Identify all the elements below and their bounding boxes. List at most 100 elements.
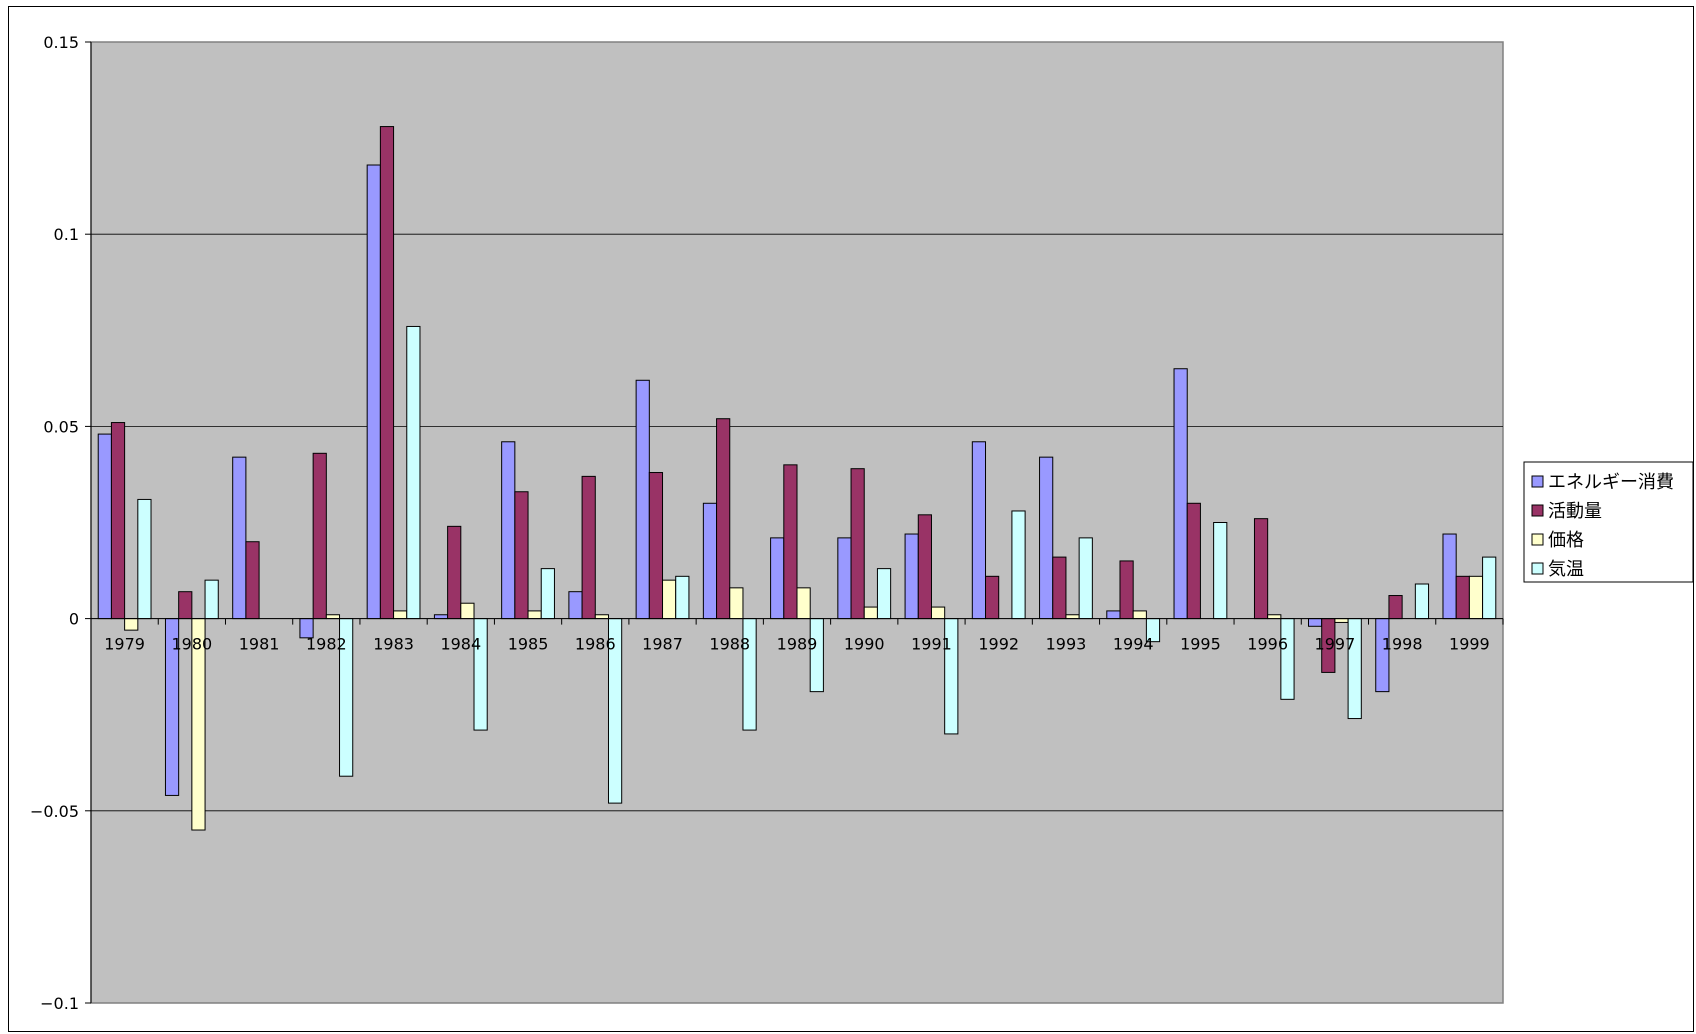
bar bbox=[379, 126, 395, 620]
x-tick-label: 1984 bbox=[440, 635, 481, 654]
bar bbox=[770, 537, 785, 620]
bar bbox=[1468, 575, 1484, 620]
bar bbox=[1442, 533, 1457, 620]
bar bbox=[1011, 510, 1026, 620]
bar bbox=[1106, 610, 1121, 620]
bar bbox=[447, 525, 462, 620]
bar bbox=[1173, 368, 1188, 620]
legend-label: エネルギー消費 bbox=[1548, 472, 1674, 493]
x-tick-label: 1993 bbox=[1046, 635, 1087, 654]
bar bbox=[97, 433, 112, 620]
bar bbox=[1388, 595, 1403, 620]
bar bbox=[204, 579, 219, 620]
bar bbox=[406, 325, 421, 620]
bar bbox=[1375, 618, 1390, 693]
bar bbox=[904, 533, 919, 620]
bar bbox=[1334, 618, 1349, 623]
bar bbox=[1052, 556, 1067, 620]
legend-swatch bbox=[1531, 562, 1544, 575]
bar bbox=[312, 452, 327, 620]
bar bbox=[1267, 614, 1282, 620]
bar bbox=[433, 614, 449, 620]
bar bbox=[1347, 618, 1362, 720]
legend-label: 価格 bbox=[1548, 530, 1584, 551]
x-tick-label: 1985 bbox=[508, 635, 549, 654]
bar bbox=[1065, 614, 1080, 620]
bar bbox=[178, 591, 193, 620]
bar bbox=[648, 472, 664, 620]
x-tick-label: 1986 bbox=[575, 635, 616, 654]
bar bbox=[1119, 560, 1134, 620]
bar bbox=[675, 575, 690, 620]
bar bbox=[930, 606, 946, 620]
bar bbox=[850, 468, 865, 620]
x-tick-label: 1980 bbox=[171, 635, 212, 654]
y-tick-label: 0.15 bbox=[43, 33, 79, 52]
x-tick-label: 1982 bbox=[306, 635, 347, 654]
bar bbox=[729, 587, 744, 620]
bar bbox=[245, 541, 260, 620]
y-tick-label: 0.05 bbox=[43, 417, 79, 436]
bar bbox=[501, 441, 516, 620]
bar bbox=[594, 614, 609, 620]
bar bbox=[837, 537, 852, 620]
bar bbox=[514, 491, 529, 620]
x-tick-label: 1987 bbox=[642, 635, 683, 654]
bar bbox=[124, 618, 139, 631]
bar bbox=[971, 441, 987, 620]
x-tick-label: 1996 bbox=[1247, 635, 1288, 654]
bar bbox=[1213, 522, 1228, 620]
legend-label: 気温 bbox=[1548, 559, 1584, 580]
legend-swatch bbox=[1531, 533, 1544, 546]
bar bbox=[460, 602, 475, 620]
bar bbox=[232, 456, 247, 620]
x-tick-label: 1999 bbox=[1449, 635, 1490, 654]
bar bbox=[1186, 502, 1201, 620]
bar bbox=[876, 568, 892, 620]
x-tick-label: 1998 bbox=[1382, 635, 1423, 654]
y-tick-label: −0.05 bbox=[30, 802, 79, 821]
y-axis: 0.15 0.1 0.05 0 −0.05 −0.1 bbox=[30, 33, 92, 1013]
bar bbox=[568, 591, 583, 620]
x-tick-label: 1991 bbox=[911, 635, 952, 654]
x-tick-label: 1995 bbox=[1180, 635, 1221, 654]
legend-box bbox=[1523, 461, 1694, 583]
x-tick-label: 1992 bbox=[978, 635, 1019, 654]
bar bbox=[1455, 575, 1470, 620]
bar bbox=[325, 614, 341, 620]
y-tick-label: 0 bbox=[69, 610, 79, 629]
bar bbox=[796, 587, 811, 620]
bar bbox=[137, 498, 152, 620]
bar bbox=[1253, 518, 1269, 620]
bar bbox=[635, 379, 650, 620]
bar bbox=[1039, 456, 1054, 620]
bar bbox=[917, 514, 932, 620]
bar bbox=[1132, 610, 1147, 620]
bar bbox=[1078, 537, 1093, 620]
bar bbox=[809, 618, 824, 693]
bar bbox=[985, 575, 1000, 620]
y-tick-label: 0.1 bbox=[54, 225, 79, 244]
bar bbox=[1280, 618, 1295, 700]
bar bbox=[1308, 618, 1323, 627]
x-tick-label: 1983 bbox=[373, 635, 414, 654]
bar bbox=[581, 475, 596, 620]
bar bbox=[110, 422, 126, 620]
bar bbox=[366, 164, 381, 620]
bar bbox=[783, 464, 798, 620]
legend-swatch bbox=[1531, 504, 1544, 517]
bar bbox=[702, 502, 718, 620]
x-axis: 1979 1980 1981 1982 1983 1984 1985 1986 1987 1988… bbox=[90, 618, 1504, 654]
x-tick-label: 1997 bbox=[1315, 635, 1356, 654]
bar bbox=[1482, 556, 1497, 620]
bar bbox=[540, 568, 555, 620]
legend-swatch bbox=[1531, 475, 1544, 488]
x-tick-label: 1979 bbox=[104, 635, 145, 654]
x-tick-label: 1994 bbox=[1113, 635, 1154, 654]
bar bbox=[393, 610, 408, 620]
x-tick-label: 1988 bbox=[709, 635, 750, 654]
bars bbox=[97, 126, 1497, 831]
legend-label: 活動量 bbox=[1548, 501, 1602, 522]
